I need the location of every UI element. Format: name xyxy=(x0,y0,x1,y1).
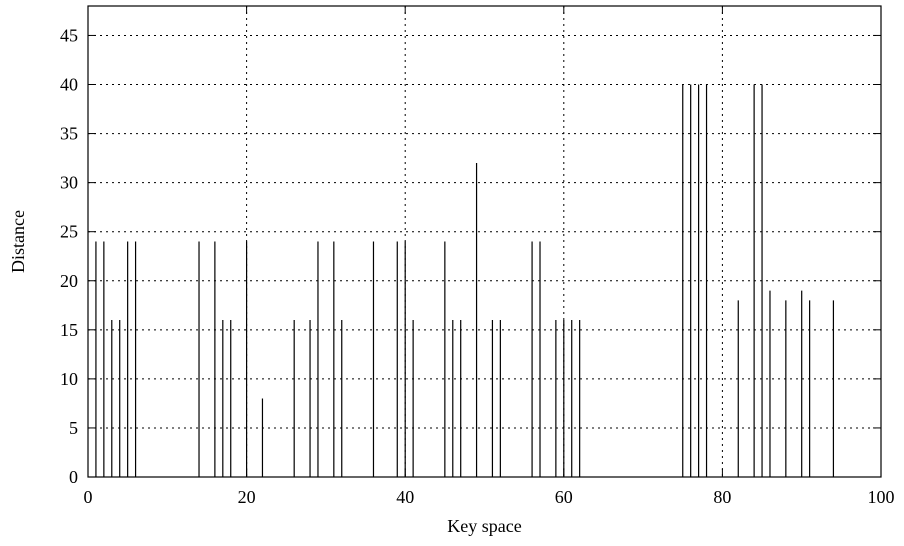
y-tick-label: 20 xyxy=(60,271,78,291)
x-tick-label: 100 xyxy=(868,487,895,507)
y-tick-labels: 0 5 10 15 20 25 30 35 40 45 xyxy=(60,25,78,487)
y-tick-label: 10 xyxy=(60,369,78,389)
y-axis-label: Distance xyxy=(8,210,28,273)
x-tick-labels: 0 20 40 60 80 100 xyxy=(84,487,895,507)
axis-ticks xyxy=(87,6,882,478)
x-tick-label: 20 xyxy=(238,487,256,507)
impulse-bars xyxy=(95,84,835,477)
x-tick-label: 80 xyxy=(713,487,731,507)
plot-frame xyxy=(87,5,882,478)
y-tick-label: 5 xyxy=(69,418,78,438)
y-tick-label: 0 xyxy=(69,467,78,487)
x-tick-label: 40 xyxy=(396,487,414,507)
y-tick-label: 45 xyxy=(60,25,78,45)
y-tick-label: 40 xyxy=(60,75,78,95)
y-tick-label: 15 xyxy=(60,320,78,340)
y-tick-label: 25 xyxy=(60,222,78,242)
x-tick-label: 0 xyxy=(84,487,93,507)
y-tick-label: 35 xyxy=(60,124,78,144)
x-tick-label: 60 xyxy=(555,487,573,507)
y-tick-label: 30 xyxy=(60,173,78,193)
x-axis-label: Key space xyxy=(447,516,521,536)
